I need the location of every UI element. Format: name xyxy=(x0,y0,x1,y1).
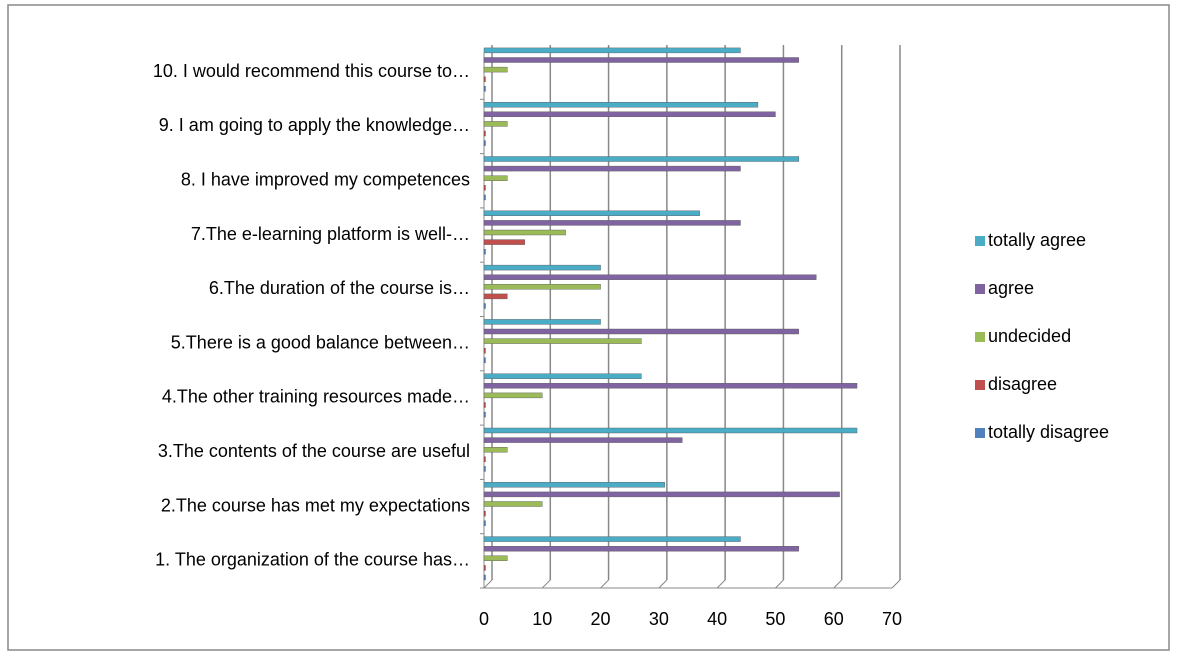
legend-swatch xyxy=(975,428,985,438)
bar xyxy=(483,47,741,54)
floor-line xyxy=(775,579,784,589)
bar xyxy=(483,482,665,488)
bar xyxy=(483,130,486,137)
bar xyxy=(483,210,700,217)
bar xyxy=(483,357,486,363)
x-tick-label: 10 xyxy=(532,609,552,629)
x-tick-label: 20 xyxy=(591,609,611,629)
bar xyxy=(483,411,486,418)
bar xyxy=(483,140,486,146)
legend-swatch xyxy=(975,236,985,246)
bar xyxy=(483,373,642,379)
bar xyxy=(483,284,601,290)
y-tick-label: 1. The organization of the course has… xyxy=(155,550,470,570)
y-tick-label: 8. I have improved my competences xyxy=(181,170,470,190)
bar xyxy=(483,76,486,82)
bar xyxy=(483,66,508,73)
x-tick-label: 70 xyxy=(882,609,902,629)
y-tick-label: 7.The e-learning platform is well-… xyxy=(191,224,470,244)
bar xyxy=(483,491,840,498)
floor-line xyxy=(541,579,551,589)
floor-line xyxy=(658,579,668,589)
bar xyxy=(483,520,486,526)
bar xyxy=(483,101,759,108)
bar xyxy=(483,402,486,408)
bar xyxy=(483,86,486,92)
bar xyxy=(483,229,566,236)
bar xyxy=(483,194,486,201)
legend-label: totally agree xyxy=(988,230,1086,250)
bar xyxy=(483,555,508,561)
floor-line xyxy=(600,579,609,589)
bar xyxy=(483,392,543,399)
legend-label: disagree xyxy=(988,374,1057,394)
bar xyxy=(483,111,776,118)
bar xyxy=(483,319,601,325)
legend-swatch xyxy=(975,380,985,390)
bar xyxy=(483,165,741,172)
x-tick-label: 40 xyxy=(707,609,727,629)
bar xyxy=(483,510,486,517)
y-tick-label: 4.The other training resources made… xyxy=(162,387,470,407)
y-tick-label: 6.The duration of the course is… xyxy=(209,278,470,298)
bar xyxy=(483,293,508,300)
legend-swatch xyxy=(975,332,985,342)
legend-label: totally disagree xyxy=(988,422,1109,442)
bar xyxy=(483,57,799,63)
bar xyxy=(483,437,683,443)
bar xyxy=(483,536,741,542)
bar xyxy=(483,185,486,191)
x-tick-label: 0 xyxy=(479,609,489,629)
bar xyxy=(483,303,486,309)
bar xyxy=(483,574,486,581)
bar xyxy=(483,546,799,552)
y-tick-label: 3.The contents of the course are useful xyxy=(158,441,470,461)
y-tick-label: 5.There is a good balance between… xyxy=(171,332,470,352)
y-tick-label: 10. I would recommend this course to… xyxy=(153,61,470,81)
floor-line xyxy=(483,579,493,589)
legend-swatch xyxy=(975,284,985,294)
bar xyxy=(483,156,799,162)
bar xyxy=(483,248,486,255)
bar xyxy=(483,348,486,354)
legend-label: undecided xyxy=(988,326,1071,346)
bar xyxy=(483,501,543,507)
bar xyxy=(483,565,486,571)
bar xyxy=(483,427,858,434)
y-tick-label: 2.The course has met my expectations xyxy=(161,495,470,515)
bar xyxy=(483,264,601,271)
floor-line xyxy=(716,579,726,589)
bar xyxy=(483,274,817,280)
legend-label: agree xyxy=(988,278,1034,298)
bar xyxy=(483,447,508,453)
y-tick-label: 9. I am going to apply the knowledge… xyxy=(159,115,470,135)
bar xyxy=(483,121,508,127)
bar xyxy=(483,456,486,462)
bar xyxy=(483,239,525,245)
x-tick-label: 30 xyxy=(649,609,669,629)
bar xyxy=(483,466,486,472)
floor-line xyxy=(891,579,901,589)
floor-line xyxy=(833,579,843,589)
bar xyxy=(483,328,799,335)
bar xyxy=(483,175,508,181)
bar xyxy=(483,383,858,389)
x-tick-label: 50 xyxy=(765,609,785,629)
bar xyxy=(483,220,741,226)
x-tick-label: 60 xyxy=(824,609,844,629)
bar xyxy=(483,338,642,344)
